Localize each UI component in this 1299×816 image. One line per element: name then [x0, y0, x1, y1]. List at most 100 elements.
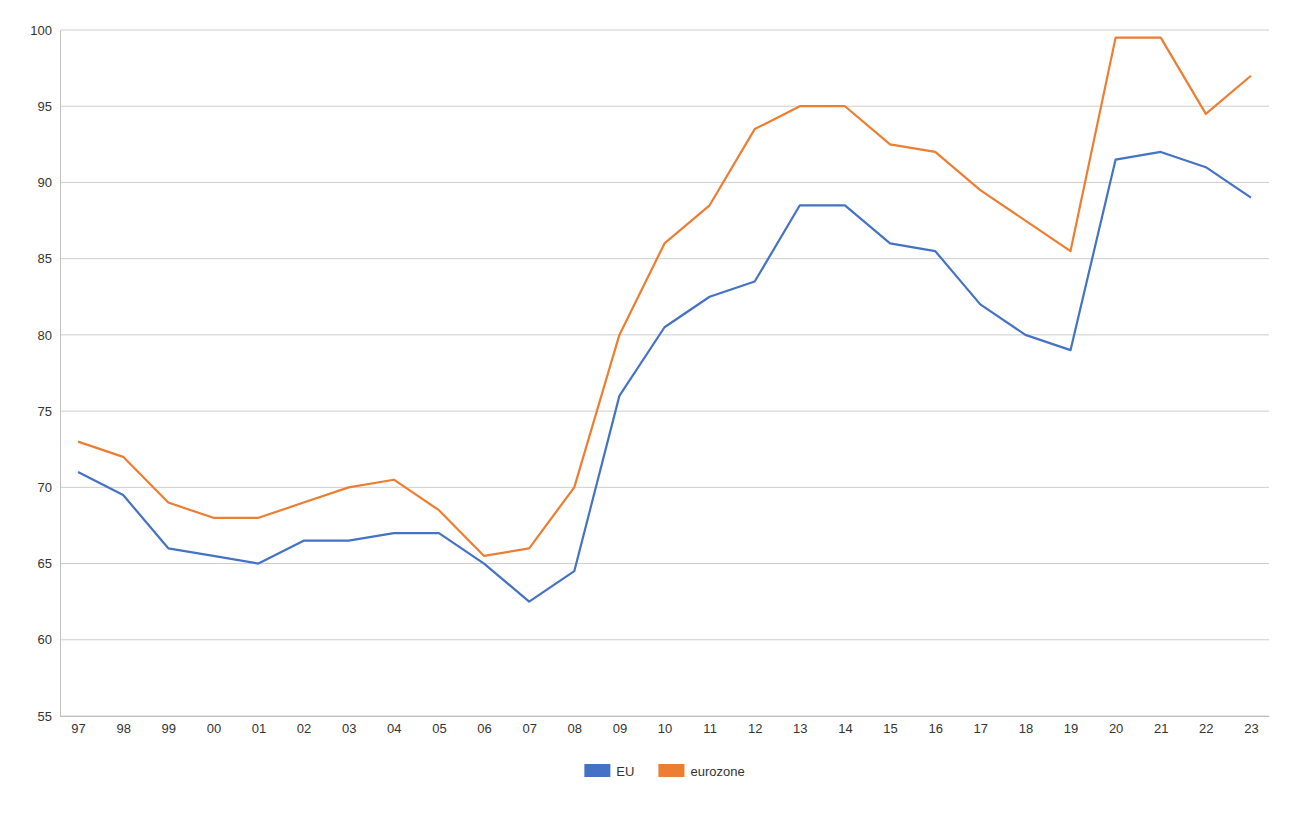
x-tick: 12: [748, 716, 762, 736]
x-tick-label: 10: [658, 721, 672, 736]
x-tick-label: 97: [71, 721, 85, 736]
x-tick: 03: [342, 716, 356, 736]
legend: EU eurozone: [584, 764, 744, 779]
x-tick-label: 19: [1064, 721, 1078, 736]
x-tick-label: 12: [748, 721, 762, 736]
grid-line: [60, 716, 1269, 717]
x-tick-label: 02: [297, 721, 311, 736]
grid: [60, 30, 1269, 716]
series-line: [78, 38, 1251, 556]
grid-line: [60, 106, 1269, 107]
y-tick: 60: [38, 632, 60, 647]
x-tick-label: 22: [1199, 721, 1213, 736]
x-tick-label: 17: [974, 721, 988, 736]
x-tick: 16: [928, 716, 942, 736]
x-tick-label: 13: [793, 721, 807, 736]
x-tick: 15: [883, 716, 897, 736]
y-tick-label: 80: [38, 328, 52, 343]
x-tick: 97: [71, 716, 85, 736]
y-tick-label: 75: [38, 404, 52, 419]
x-tick: 09: [613, 716, 627, 736]
y-tick-label: 55: [38, 709, 52, 724]
grid-line: [60, 182, 1269, 183]
x-tick: 23: [1244, 716, 1258, 736]
x-tick: 18: [1019, 716, 1033, 736]
y-tick-label: 95: [38, 99, 52, 114]
x-tick-label: 21: [1154, 721, 1168, 736]
grid-line: [60, 487, 1269, 488]
x-tick: 98: [116, 716, 130, 736]
x-tick: 06: [477, 716, 491, 736]
y-tick-label: 70: [38, 480, 52, 495]
x-tick-label: 07: [522, 721, 536, 736]
x-tick-label: 15: [883, 721, 897, 736]
y-tick: 75: [38, 404, 60, 419]
x-tick-label: 08: [568, 721, 582, 736]
x-axis-line: [61, 716, 1270, 717]
x-tick: 22: [1199, 716, 1213, 736]
y-tick-label: 85: [38, 251, 52, 266]
y-tick-label: 65: [38, 556, 52, 571]
legend-swatch: [658, 764, 684, 777]
grid-line: [60, 639, 1269, 640]
x-tick-label: 00: [207, 721, 221, 736]
x-tick-label: 99: [162, 721, 176, 736]
legend-swatch: [584, 764, 610, 777]
x-axis: 97 98 99 00 01 02 03 04 05 06 07 08 09 10 11 12 13 14 15 16…: [61, 716, 1270, 736]
x-tick: 99: [162, 716, 176, 736]
x-tick-label: 01: [252, 721, 266, 736]
x-tick: 07: [522, 716, 536, 736]
x-tick-label: 98: [116, 721, 130, 736]
x-tick: 00: [207, 716, 221, 736]
grid-line: [60, 258, 1269, 259]
x-tick: 02: [297, 716, 311, 736]
x-tick: 08: [568, 716, 582, 736]
y-axis: 55 60 65 70 75 80 85 90 95 100: [30, 23, 60, 724]
x-tick: 20: [1109, 716, 1123, 736]
y-tick: 85: [38, 251, 60, 266]
x-tick-label: 04: [387, 721, 401, 736]
y-tick: 100: [30, 23, 60, 38]
y-tick-label: 60: [38, 632, 52, 647]
x-tick-label: 14: [838, 721, 852, 736]
y-tick: 65: [38, 556, 60, 571]
legend-label: eurozone: [690, 764, 744, 779]
series-line: [78, 152, 1251, 602]
x-tick-label: 09: [613, 721, 627, 736]
x-tick: 21: [1154, 716, 1168, 736]
x-tick-label: 20: [1109, 721, 1123, 736]
x-tick: 17: [974, 716, 988, 736]
plot: 55 60 65 70 75 80 85 90 95 100 97 98 99 00 01 02 03 04 05 0…: [30, 23, 1269, 737]
x-tick: 14: [838, 716, 852, 736]
y-axis-line: [60, 31, 61, 717]
x-tick: 13: [793, 716, 807, 736]
x-tick-label: 18: [1019, 721, 1033, 736]
grid-line: [60, 30, 1269, 31]
x-tick-label: 16: [928, 721, 942, 736]
legend-item: eurozone: [658, 764, 744, 779]
x-tick: 19: [1064, 716, 1078, 736]
x-tick-label: 11: [703, 721, 717, 736]
y-tick-label: 100: [30, 23, 52, 38]
y-tick-label: 90: [38, 175, 52, 190]
y-tick: 70: [38, 480, 60, 495]
x-tick-label: 23: [1244, 721, 1258, 736]
legend-label: EU: [616, 764, 634, 779]
grid-line: [60, 411, 1269, 412]
grid-line: [60, 334, 1269, 335]
x-tick: 04: [387, 716, 401, 736]
x-tick-label: 05: [432, 721, 446, 736]
y-tick: 80: [38, 328, 60, 343]
x-tick: 10: [658, 716, 672, 736]
grid-line: [60, 563, 1269, 564]
y-tick: 95: [38, 99, 60, 114]
x-tick-label: 06: [477, 721, 491, 736]
x-tick: 05: [432, 716, 446, 736]
x-tick: 01: [252, 716, 266, 736]
chart: 55 60 65 70 75 80 85 90 95 100 97 98 99 00 01 02 03 04 05 0…: [0, 0, 1299, 816]
x-tick-label: 03: [342, 721, 356, 736]
legend-item: EU: [584, 764, 634, 779]
y-tick: 90: [38, 175, 60, 190]
y-tick: 55: [38, 709, 60, 724]
x-tick: 11: [703, 716, 717, 736]
